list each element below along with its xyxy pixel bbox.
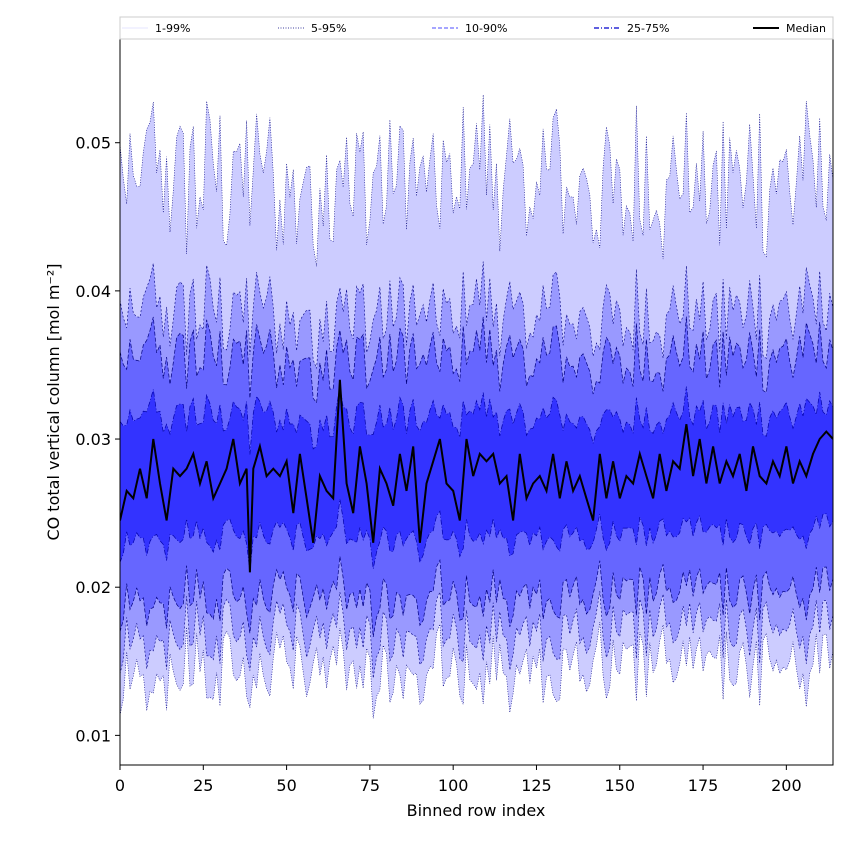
median-series [120, 379, 833, 573]
percentile-bands [120, 94, 833, 719]
x-tick-label: 0 [115, 776, 125, 795]
legend-label: 25-75% [627, 22, 669, 35]
y-tick-label: 0.04 [75, 282, 111, 301]
band-lower-line [120, 499, 833, 572]
x-axis-label: Binned row index [407, 801, 546, 820]
band-lower-line [120, 622, 833, 719]
band-lower-line [120, 591, 833, 679]
band-upper-line [120, 94, 833, 267]
y-tick-label: 0.02 [75, 578, 111, 597]
legend-label: Median [786, 22, 826, 35]
x-tick-label: 25 [193, 776, 213, 795]
legend-label: 1-99% [155, 22, 190, 35]
band-upper-line [120, 261, 833, 369]
legend: 1-99% 5-95% 10-90% 25-75% Median [119, 16, 834, 40]
median-line [120, 379, 833, 573]
x-tick-label: 175 [688, 776, 719, 795]
band-lower-line [120, 556, 833, 638]
legend-box [119, 16, 834, 40]
y-tick-label: 0.03 [75, 430, 111, 449]
y-tick-label: 0.01 [75, 726, 111, 745]
y-tick-label: 0.05 [75, 134, 111, 153]
y-axis: 0.01 0.02 0.03 0.04 0.05 [75, 134, 120, 745]
x-axis: 0 25 50 75 100 125 150 175 200 [115, 765, 802, 795]
band-upper-line [120, 316, 833, 404]
x-tick-label: 75 [360, 776, 380, 795]
legend-label: 5-95% [311, 22, 346, 35]
x-tick-label: 200 [771, 776, 802, 795]
x-tick-label: 125 [521, 776, 552, 795]
x-tick-label: 100 [438, 776, 469, 795]
y-axis-label: CO total vertical column [mol m⁻²] [44, 263, 63, 540]
x-tick-label: 150 [604, 776, 635, 795]
legend-label: 10-90% [465, 22, 507, 35]
band-upper-line [120, 386, 833, 455]
x-tick-label: 50 [276, 776, 296, 795]
band-25-75pct [120, 386, 833, 572]
